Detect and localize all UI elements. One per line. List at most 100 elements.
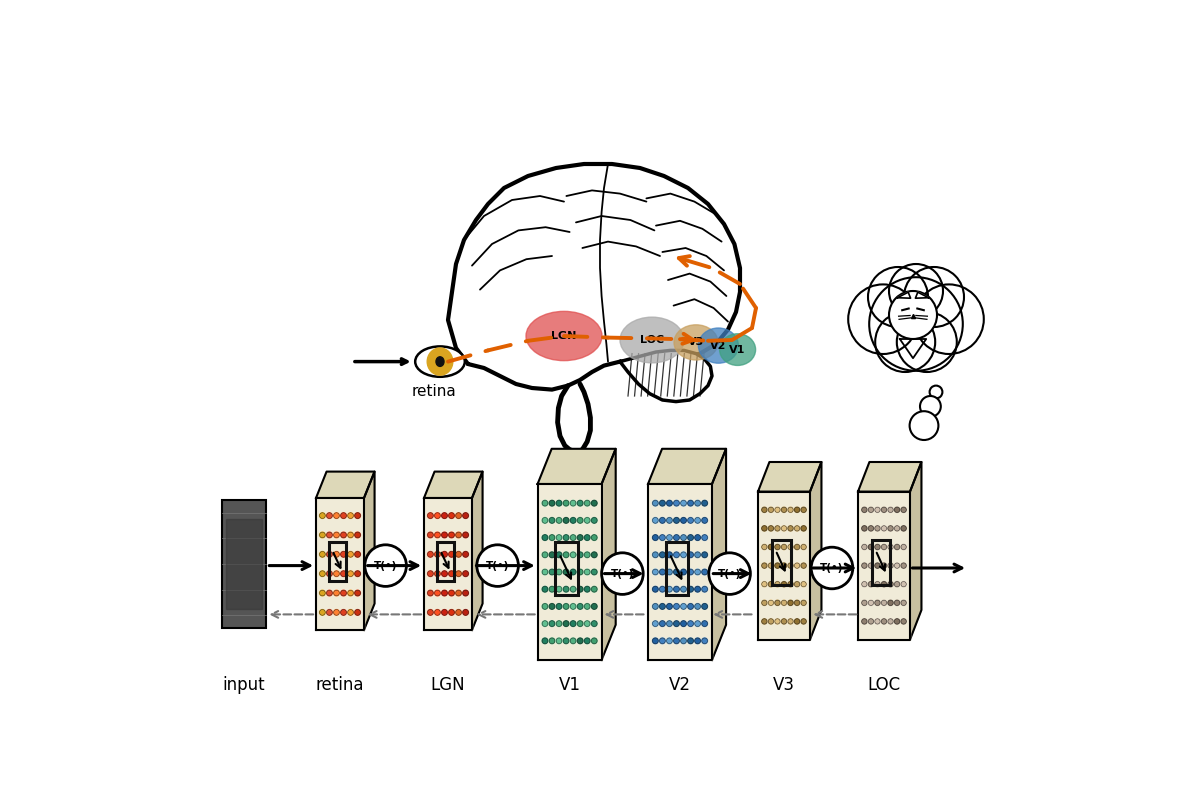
Text: V3: V3: [773, 676, 794, 694]
Circle shape: [667, 604, 672, 610]
Bar: [227, 519, 262, 609]
Circle shape: [442, 590, 448, 596]
Text: retina: retina: [316, 676, 365, 694]
Circle shape: [456, 590, 461, 596]
Circle shape: [702, 552, 708, 558]
Circle shape: [660, 621, 665, 626]
Circle shape: [800, 507, 806, 512]
Bar: [773, 541, 791, 585]
Circle shape: [904, 267, 964, 327]
Circle shape: [326, 532, 332, 538]
Circle shape: [434, 513, 440, 518]
Polygon shape: [898, 292, 911, 298]
Circle shape: [862, 507, 868, 512]
Circle shape: [889, 291, 937, 339]
Circle shape: [334, 610, 340, 615]
Circle shape: [894, 507, 900, 512]
Circle shape: [794, 526, 799, 531]
Polygon shape: [858, 462, 922, 491]
Circle shape: [434, 571, 440, 577]
Circle shape: [557, 569, 562, 575]
Circle shape: [775, 507, 780, 512]
Circle shape: [869, 526, 874, 531]
Circle shape: [800, 544, 806, 550]
Circle shape: [456, 551, 461, 557]
Circle shape: [695, 534, 701, 540]
Circle shape: [341, 513, 347, 518]
Circle shape: [781, 582, 787, 587]
Circle shape: [901, 563, 906, 568]
Circle shape: [702, 586, 708, 592]
Circle shape: [875, 619, 880, 624]
Circle shape: [427, 571, 433, 577]
Circle shape: [542, 552, 547, 558]
Circle shape: [584, 552, 590, 558]
Circle shape: [800, 600, 806, 606]
Circle shape: [542, 604, 547, 610]
Circle shape: [456, 513, 461, 518]
Circle shape: [914, 285, 984, 354]
Text: V2: V2: [710, 341, 726, 350]
Polygon shape: [448, 164, 740, 390]
Circle shape: [680, 552, 686, 558]
Circle shape: [563, 552, 569, 558]
Circle shape: [688, 518, 694, 523]
Circle shape: [341, 571, 347, 577]
Polygon shape: [601, 449, 616, 660]
Circle shape: [550, 500, 554, 506]
Polygon shape: [712, 449, 726, 660]
Circle shape: [688, 534, 694, 540]
Circle shape: [775, 600, 780, 606]
Circle shape: [584, 586, 590, 592]
Circle shape: [794, 544, 799, 550]
Polygon shape: [758, 462, 822, 491]
Circle shape: [688, 500, 694, 506]
Circle shape: [901, 507, 906, 512]
Polygon shape: [472, 472, 482, 630]
Circle shape: [570, 518, 576, 523]
Circle shape: [577, 534, 583, 540]
Circle shape: [348, 551, 353, 557]
Polygon shape: [364, 472, 374, 630]
Circle shape: [563, 621, 569, 626]
Circle shape: [653, 621, 658, 626]
Circle shape: [563, 500, 569, 506]
Circle shape: [348, 590, 353, 596]
Circle shape: [427, 590, 433, 596]
Circle shape: [563, 604, 569, 610]
Circle shape: [667, 638, 672, 644]
Circle shape: [449, 513, 455, 518]
Circle shape: [660, 552, 665, 558]
Text: V3: V3: [688, 338, 704, 347]
Circle shape: [800, 619, 806, 624]
Circle shape: [334, 590, 340, 596]
Circle shape: [550, 638, 554, 644]
Circle shape: [463, 610, 468, 615]
Circle shape: [557, 621, 562, 626]
Circle shape: [862, 582, 868, 587]
Circle shape: [667, 621, 672, 626]
Circle shape: [563, 569, 569, 575]
Circle shape: [592, 638, 598, 644]
Circle shape: [550, 518, 554, 523]
Circle shape: [702, 534, 708, 540]
Circle shape: [869, 507, 874, 512]
Circle shape: [653, 569, 658, 575]
Circle shape: [434, 551, 440, 557]
Circle shape: [794, 507, 799, 512]
Circle shape: [888, 619, 893, 624]
Text: V1: V1: [559, 676, 581, 694]
Circle shape: [762, 563, 767, 568]
Circle shape: [449, 571, 455, 577]
Circle shape: [449, 532, 455, 538]
Circle shape: [901, 526, 906, 531]
Circle shape: [768, 544, 774, 550]
Circle shape: [794, 600, 799, 606]
Circle shape: [800, 526, 806, 531]
Circle shape: [894, 544, 900, 550]
Circle shape: [667, 534, 672, 540]
Circle shape: [570, 586, 576, 592]
Circle shape: [601, 553, 643, 594]
Circle shape: [577, 500, 583, 506]
Circle shape: [881, 600, 887, 606]
